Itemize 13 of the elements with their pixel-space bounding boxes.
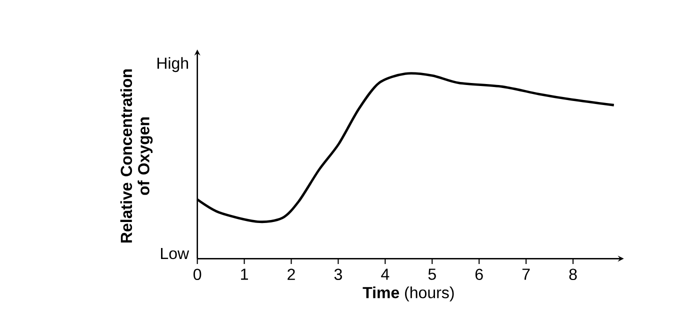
x-axis-title: Time (hours) (362, 286, 454, 302)
x-tick-label: 8 (569, 268, 577, 280)
x-tick-label: 2 (288, 268, 295, 280)
x-tick-label: 6 (475, 268, 483, 280)
x-tick-label: 3 (334, 268, 342, 280)
text: High (157, 57, 188, 72)
x-tick-label: 4 (381, 268, 390, 280)
x-tick-label: 7 (522, 268, 530, 280)
x-tick-label: 5 (428, 268, 436, 280)
text: Low (161, 248, 190, 260)
x-tick-label: 0 (194, 268, 202, 280)
y-axis-title: Relative Concentration of Oxygen (120, 69, 153, 243)
x-tick-label: 1 (241, 268, 248, 280)
